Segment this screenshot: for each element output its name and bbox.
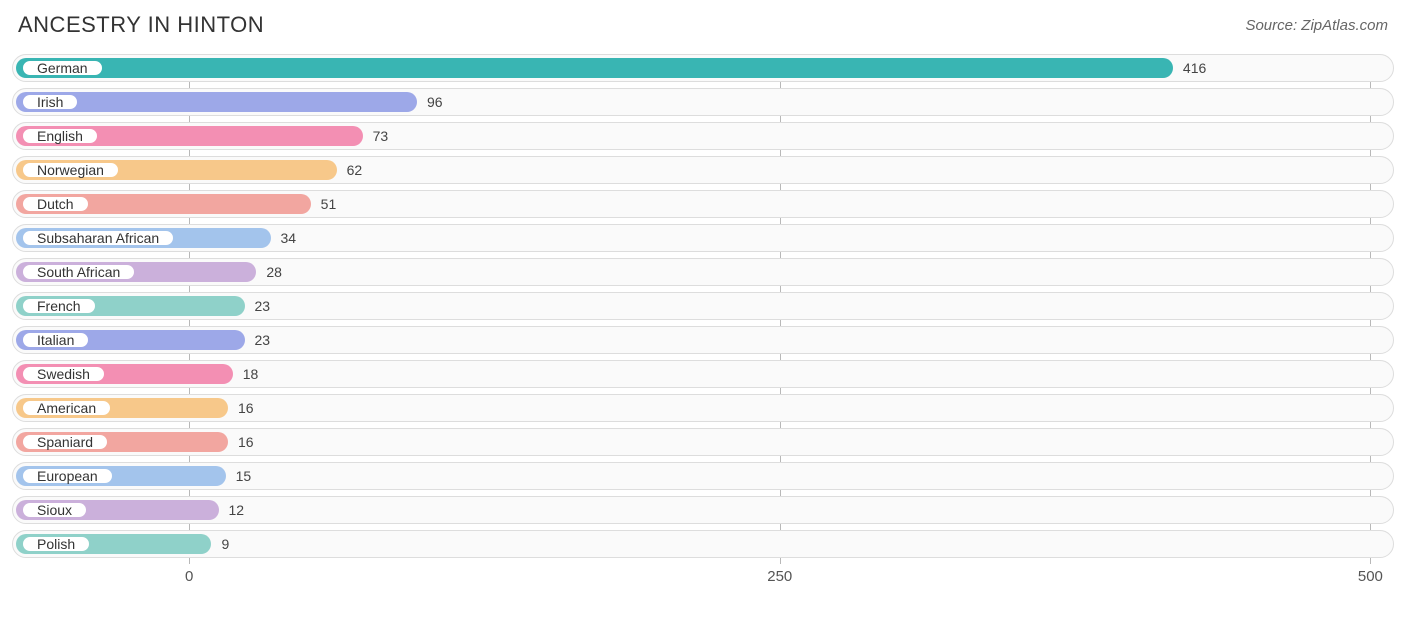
bar-label: European bbox=[37, 468, 98, 484]
bar-track: English 73 bbox=[12, 122, 1394, 150]
bar-track: Dutch 51 bbox=[12, 190, 1394, 218]
bar-value: 34 bbox=[271, 225, 297, 251]
bar-label-pill: European bbox=[21, 467, 114, 485]
bar-label-pill: Italian bbox=[21, 331, 90, 349]
bar-label: German bbox=[37, 60, 88, 76]
bar-value: 16 bbox=[228, 429, 254, 455]
bar-track: Sioux 12 bbox=[12, 496, 1394, 524]
bar-label-pill: Dutch bbox=[21, 195, 90, 213]
bar-label: South African bbox=[37, 264, 120, 280]
bar-label-pill: Polish bbox=[21, 535, 91, 553]
chart-title: ANCESTRY IN HINTON bbox=[18, 12, 264, 38]
bar-track: Spaniard 16 bbox=[12, 428, 1394, 456]
bar-value: 16 bbox=[228, 395, 254, 421]
bar-value: 416 bbox=[1173, 55, 1206, 81]
bar-label: Norwegian bbox=[37, 162, 104, 178]
bar-label: Subsaharan African bbox=[37, 230, 159, 246]
bar-label-pill: Norwegian bbox=[21, 161, 120, 179]
chart-header: ANCESTRY IN HINTON Source: ZipAtlas.com bbox=[0, 0, 1406, 54]
bar-label: Italian bbox=[37, 332, 74, 348]
bar-label-pill: Irish bbox=[21, 93, 79, 111]
bar-label-pill: French bbox=[21, 297, 97, 315]
bar-value: 15 bbox=[226, 463, 252, 489]
bar-label: American bbox=[37, 400, 96, 416]
bar-value: 23 bbox=[245, 293, 271, 319]
bar-track: Swedish 18 bbox=[12, 360, 1394, 388]
bar-track: Norwegian 62 bbox=[12, 156, 1394, 184]
bar-value: 12 bbox=[219, 497, 245, 523]
bar-label: Sioux bbox=[37, 502, 72, 518]
bar-label-pill: Swedish bbox=[21, 365, 106, 383]
bar-value: 62 bbox=[337, 157, 363, 183]
bar-label: Spaniard bbox=[37, 434, 93, 450]
bar-label: Polish bbox=[37, 536, 75, 552]
axis-tick: 0 bbox=[185, 568, 193, 585]
bar-value: 23 bbox=[245, 327, 271, 353]
bar-label-pill: South African bbox=[21, 263, 136, 281]
bar-label-pill: German bbox=[21, 59, 104, 77]
chart-source: Source: ZipAtlas.com bbox=[1245, 17, 1388, 34]
bar-value: 73 bbox=[363, 123, 389, 149]
bars-container: German 416 Irish 96 English 73 Norwegian 62 Dutc… bbox=[12, 54, 1394, 558]
bar-track: European 15 bbox=[12, 462, 1394, 490]
bar-track: American 16 bbox=[12, 394, 1394, 422]
bar-label: Dutch bbox=[37, 196, 74, 212]
ancestry-chart: ANCESTRY IN HINTON Source: ZipAtlas.com … bbox=[0, 0, 1406, 588]
x-axis: 0 250 500 bbox=[12, 564, 1394, 588]
bar-track: Polish 9 bbox=[12, 530, 1394, 558]
bar-track: Subsaharan African 34 bbox=[12, 224, 1394, 252]
bar-value: 28 bbox=[256, 259, 282, 285]
axis-tick: 250 bbox=[767, 568, 792, 585]
bar-label: English bbox=[37, 128, 83, 144]
bar-label-pill: Subsaharan African bbox=[21, 229, 175, 247]
bar-label-pill: Sioux bbox=[21, 501, 88, 519]
bar-track: German 416 bbox=[12, 54, 1394, 82]
bar-track: Irish 96 bbox=[12, 88, 1394, 116]
bar-value: 18 bbox=[233, 361, 259, 387]
bar-label: Swedish bbox=[37, 366, 90, 382]
bar-value: 9 bbox=[211, 531, 229, 557]
axis-tick: 500 bbox=[1358, 568, 1383, 585]
bar-label-pill: Spaniard bbox=[21, 433, 109, 451]
bar-label: French bbox=[37, 298, 81, 314]
bar-track: French 23 bbox=[12, 292, 1394, 320]
bar-value: 51 bbox=[311, 191, 337, 217]
bar-fill bbox=[16, 58, 1173, 78]
bar-value: 96 bbox=[417, 89, 443, 115]
bar-track: South African 28 bbox=[12, 258, 1394, 286]
bar-label: Irish bbox=[37, 94, 63, 110]
bar-label-pill: English bbox=[21, 127, 99, 145]
bar-label-pill: American bbox=[21, 399, 112, 417]
plot-area: German 416 Irish 96 English 73 Norwegian 62 Dutc… bbox=[12, 54, 1394, 588]
bar-track: Italian 23 bbox=[12, 326, 1394, 354]
